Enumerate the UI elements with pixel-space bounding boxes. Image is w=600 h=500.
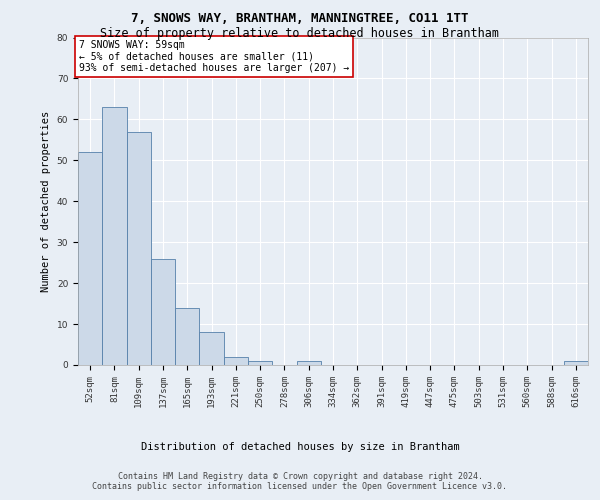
Text: 7, SNOWS WAY, BRANTHAM, MANNINGTREE, CO11 1TT: 7, SNOWS WAY, BRANTHAM, MANNINGTREE, CO1… (131, 12, 469, 26)
Bar (199, 332, 224, 365)
Text: Contains HM Land Registry data © Crown copyright and database right 2024.: Contains HM Land Registry data © Crown c… (118, 472, 482, 481)
Bar (296, 361, 321, 365)
Bar (224, 357, 248, 365)
Bar (151, 258, 175, 365)
Bar (564, 361, 588, 365)
Text: Distribution of detached houses by size in Brantham: Distribution of detached houses by size … (140, 442, 460, 452)
Bar (248, 361, 272, 365)
Bar (127, 132, 151, 365)
Bar (102, 107, 127, 365)
Y-axis label: Number of detached properties: Number of detached properties (41, 110, 51, 292)
Text: Contains public sector information licensed under the Open Government Licence v3: Contains public sector information licen… (92, 482, 508, 491)
Text: 7 SNOWS WAY: 59sqm
← 5% of detached houses are smaller (11)
93% of semi-detached: 7 SNOWS WAY: 59sqm ← 5% of detached hous… (79, 40, 349, 72)
Text: Size of property relative to detached houses in Brantham: Size of property relative to detached ho… (101, 28, 499, 40)
Bar (78, 152, 102, 365)
Bar (175, 308, 199, 365)
